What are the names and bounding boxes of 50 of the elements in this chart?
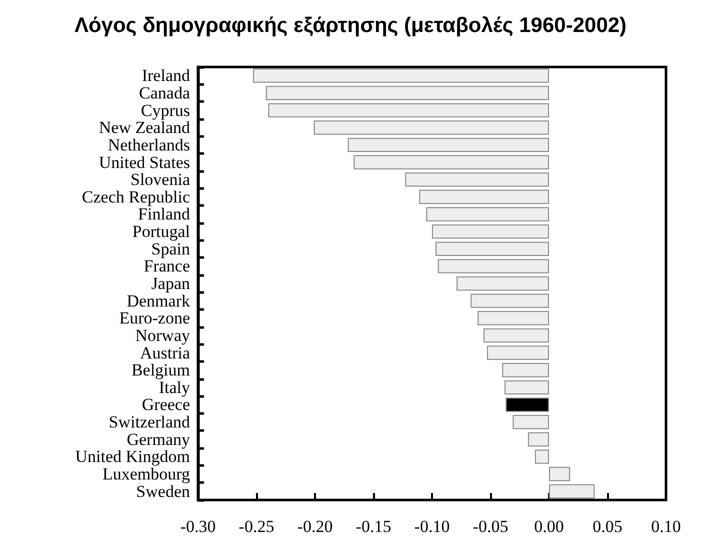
y-tick-label: Japan (151, 274, 190, 293)
bar (506, 398, 549, 412)
y-tick-label: United States (98, 152, 190, 172)
y-tick-label: Germany (126, 430, 190, 449)
y-tick-label: Euro-zone (119, 308, 190, 328)
bar (534, 450, 549, 464)
bar (314, 120, 549, 135)
bar (252, 68, 549, 83)
x-tick-label: -0.25 (238, 517, 274, 536)
x-tick-label: -0.15 (356, 517, 392, 536)
y-tick-label: Ireland (142, 66, 190, 86)
bar (354, 155, 549, 170)
bar (549, 484, 595, 498)
bar (266, 86, 549, 100)
x-tick-label: 0.00 (534, 517, 564, 536)
bar (436, 242, 549, 256)
y-tick-label: Canada (139, 83, 190, 102)
chart-title: Λόγος δημογραφικής εξάρτησης (μεταβολές 1960-2002) (74, 14, 627, 37)
bar (348, 138, 549, 152)
bar (512, 414, 549, 430)
bar (432, 224, 549, 239)
bar (426, 207, 549, 222)
bar (504, 380, 549, 395)
bar (486, 346, 549, 360)
bar (528, 432, 549, 446)
x-tick-label: -0.10 (414, 517, 450, 536)
y-tick-label: Norway (135, 326, 190, 345)
bar (405, 172, 549, 187)
x-tick-label: 0.05 (592, 517, 622, 536)
y-tick-label: Portugal (132, 222, 190, 242)
bar (419, 190, 549, 204)
y-tick-label: Cyprus (140, 100, 190, 120)
y-tick-label: Switzerland (108, 412, 190, 432)
y-tick-label: Belgium (131, 360, 190, 380)
bar (549, 466, 570, 482)
bar (456, 276, 549, 291)
y-tick-label: Netherlands (108, 135, 190, 154)
bar (478, 311, 549, 326)
bar (268, 103, 549, 118)
bar (502, 363, 549, 378)
x-tick-label: -0.05 (472, 517, 508, 536)
y-tick-label: Slovenia (130, 170, 190, 190)
bar (470, 294, 549, 308)
x-tick-label: 0.10 (651, 517, 681, 536)
x-tick-label: -0.20 (297, 517, 333, 536)
bar (483, 328, 549, 343)
y-tick-label: Czech Republic (82, 187, 190, 206)
y-tick-label: Luxembourg (102, 464, 190, 484)
bar (438, 259, 549, 274)
x-tick-label: -0.30 (180, 517, 216, 536)
